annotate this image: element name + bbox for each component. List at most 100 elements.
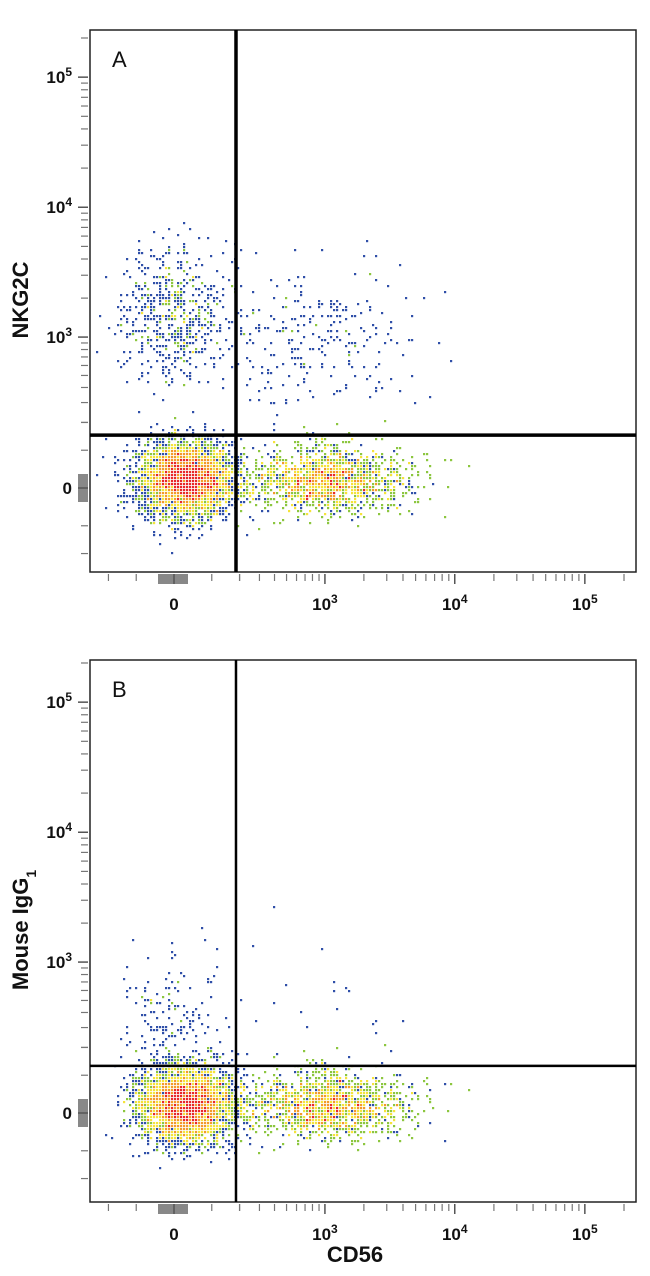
event-point xyxy=(135,1002,138,1005)
event-point xyxy=(222,1128,225,1131)
event-point xyxy=(342,471,345,474)
event-point xyxy=(180,438,183,441)
event-point xyxy=(273,429,276,432)
event-point xyxy=(168,1152,171,1155)
event-point xyxy=(327,519,330,522)
event-point xyxy=(168,1113,171,1116)
event-point xyxy=(147,1083,150,1086)
event-point xyxy=(174,1098,177,1101)
event-point xyxy=(330,486,333,489)
event-point xyxy=(150,1128,153,1131)
event-point xyxy=(345,1074,348,1077)
event-point xyxy=(306,447,309,450)
event-point xyxy=(363,492,366,495)
event-point xyxy=(315,1110,318,1113)
event-point xyxy=(288,339,291,342)
event-point xyxy=(168,1116,171,1119)
event-point xyxy=(411,1083,414,1086)
event-point xyxy=(129,465,132,468)
event-point xyxy=(312,315,315,318)
event-point xyxy=(393,489,396,492)
event-point xyxy=(339,456,342,459)
event-point xyxy=(222,1053,225,1056)
event-point xyxy=(156,504,159,507)
event-point xyxy=(159,1077,162,1080)
event-point xyxy=(183,339,186,342)
event-point xyxy=(156,423,159,426)
event-point xyxy=(180,1074,183,1077)
event-point xyxy=(150,1074,153,1077)
event-point xyxy=(168,357,171,360)
event-point xyxy=(213,483,216,486)
event-point xyxy=(396,1092,399,1095)
event-point xyxy=(114,456,117,459)
event-point xyxy=(369,468,372,471)
event-point xyxy=(168,501,171,504)
event-point xyxy=(264,1071,267,1074)
event-point xyxy=(144,1101,147,1104)
event-point xyxy=(210,1131,213,1134)
event-point xyxy=(183,243,186,246)
event-point xyxy=(198,1128,201,1131)
event-point xyxy=(363,255,366,258)
event-point xyxy=(312,1131,315,1134)
event-point xyxy=(273,498,276,501)
event-point xyxy=(243,447,246,450)
event-point xyxy=(225,1092,228,1095)
event-point xyxy=(195,1074,198,1077)
event-point xyxy=(363,495,366,498)
event-point xyxy=(132,939,135,942)
event-point xyxy=(150,1098,153,1101)
event-point xyxy=(156,1140,159,1143)
event-point xyxy=(282,384,285,387)
event-point xyxy=(399,483,402,486)
event-point xyxy=(327,1086,330,1089)
event-point xyxy=(237,1053,240,1056)
event-point xyxy=(270,342,273,345)
event-point xyxy=(189,465,192,468)
event-point xyxy=(297,1116,300,1119)
event-point xyxy=(192,1122,195,1125)
event-point xyxy=(300,1011,303,1014)
event-point xyxy=(363,1131,366,1134)
event-point xyxy=(147,450,150,453)
event-point xyxy=(282,363,285,366)
event-point xyxy=(141,471,144,474)
event-point xyxy=(135,498,138,501)
event-point xyxy=(156,1026,159,1029)
event-point xyxy=(150,312,153,315)
event-point xyxy=(189,351,192,354)
event-point xyxy=(183,246,186,249)
event-point xyxy=(327,1143,330,1146)
event-point xyxy=(372,1110,375,1113)
event-point xyxy=(165,447,168,450)
event-point xyxy=(228,1143,231,1146)
event-point xyxy=(258,492,261,495)
event-point xyxy=(159,333,162,336)
event-point xyxy=(147,339,150,342)
event-density-plot xyxy=(105,906,471,1170)
event-point xyxy=(162,441,165,444)
event-point xyxy=(159,501,162,504)
event-point xyxy=(393,1131,396,1134)
event-point xyxy=(222,1092,225,1095)
event-point xyxy=(180,1059,183,1062)
event-point xyxy=(351,1125,354,1128)
event-point xyxy=(342,1110,345,1113)
event-point xyxy=(213,1095,216,1098)
event-point xyxy=(213,366,216,369)
event-point xyxy=(192,1134,195,1137)
event-point xyxy=(168,1095,171,1098)
event-point xyxy=(165,507,168,510)
event-point xyxy=(195,477,198,480)
event-point xyxy=(375,453,378,456)
event-point xyxy=(330,483,333,486)
event-point xyxy=(171,981,174,984)
event-point xyxy=(138,411,141,414)
event-point xyxy=(312,486,315,489)
event-point xyxy=(360,495,363,498)
event-point xyxy=(144,282,147,285)
event-point xyxy=(231,1128,234,1131)
event-point xyxy=(279,330,282,333)
event-point xyxy=(225,1077,228,1080)
